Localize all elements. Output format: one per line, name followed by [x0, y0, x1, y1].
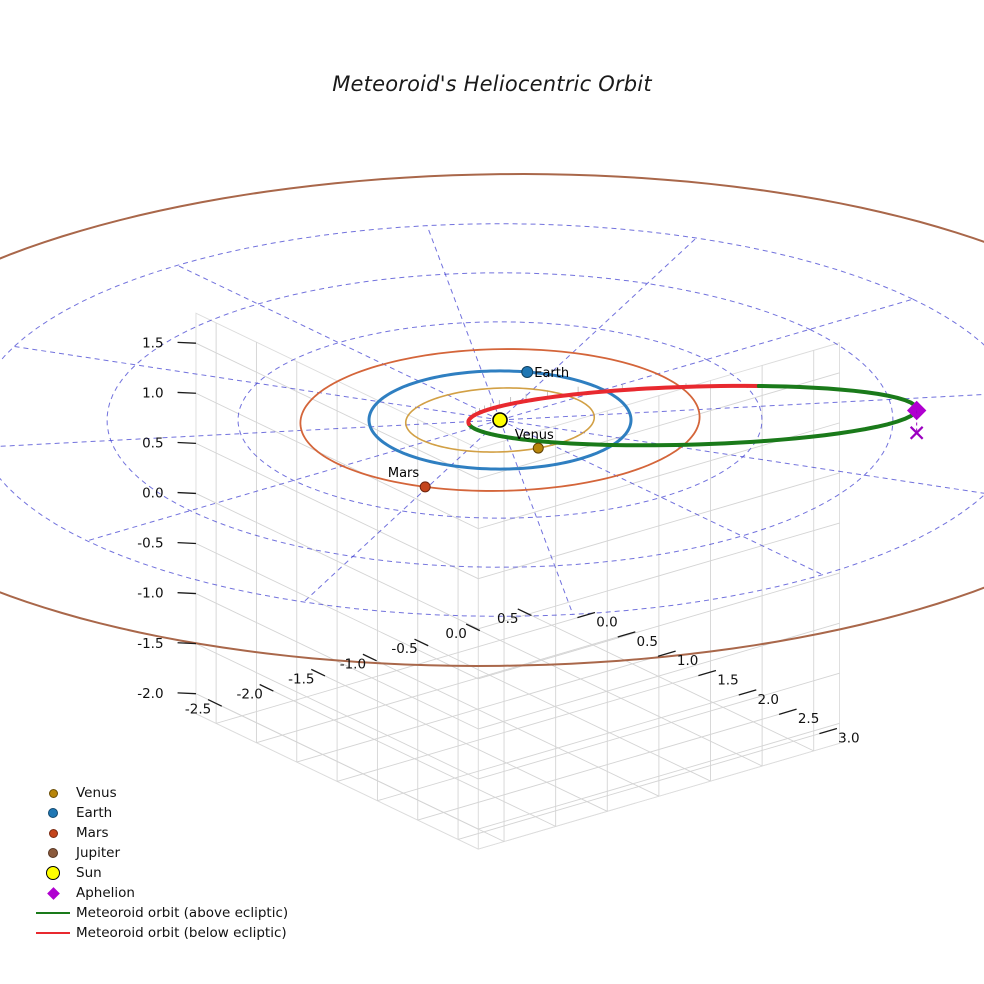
axis-ticks: -2.5 -2.0 -1.5 -1.0 -0.5 0.0 0.5 0.0 0.5 1.0 1.5 2.… — [137, 335, 859, 746]
meteoroid-orbit — [466, 383, 919, 448]
legend-item-meteoroid-orbit-above-ecliptic[interactable]: Meteoroid orbit (above ecliptic) — [30, 903, 288, 923]
mars-marker[interactable] — [419, 481, 431, 493]
z-tick-label: 0.5 — [142, 436, 163, 452]
legend-item-label: Aphelion — [76, 885, 135, 901]
meteoroid-arc-below-ecliptic — [466, 383, 761, 423]
y-tick-label: 1.0 — [677, 653, 698, 669]
legend-marker-diamond-icon — [30, 886, 76, 900]
x-tick-label: -2.5 — [185, 702, 211, 718]
x-tick-label: -1.5 — [288, 671, 314, 687]
z-tick-label: -0.5 — [137, 536, 163, 552]
label-venus: Venus — [515, 428, 554, 443]
legend-dot-swatch — [48, 808, 58, 818]
legend-item-meteoroid-orbit-below-ecliptic[interactable]: Meteoroid orbit (below ecliptic) — [30, 923, 288, 943]
meteoroid-arc-below-ecliptic — [466, 418, 471, 427]
z-tick-label: 0.0 — [142, 486, 163, 502]
legend-dot-swatch — [48, 848, 58, 858]
y-tick-label: 1.5 — [717, 673, 738, 689]
body-labels: Mars Venus Earth — [388, 366, 569, 481]
body-markers — [419, 365, 927, 493]
z-tick-label: -2.0 — [137, 686, 163, 702]
legend-item-sun[interactable]: Sun — [30, 863, 288, 883]
legend-line-swatch — [36, 912, 70, 914]
z-tick-label: 1.0 — [142, 385, 163, 401]
y-tick-label: 2.5 — [798, 711, 819, 727]
legend-marker-circle-icon — [30, 808, 76, 818]
legend-item-aphelion[interactable]: Aphelion — [30, 883, 288, 903]
legend-item-venus[interactable]: Venus — [30, 783, 288, 803]
legend-item-mars[interactable]: Mars — [30, 823, 288, 843]
legend-item-label: Mars — [76, 825, 109, 841]
z-tick-label: -1.5 — [137, 636, 163, 652]
x-tick-label: -0.5 — [391, 641, 417, 657]
legend-dot-swatch — [46, 866, 60, 880]
legend-marker-circle-icon — [30, 788, 76, 798]
legend-item-jupiter[interactable]: Jupiter — [30, 843, 288, 863]
legend-item-label: Meteoroid orbit (below ecliptic) — [76, 925, 287, 941]
page-title: Meteoroid's Heliocentric Orbit — [332, 72, 652, 96]
label-earth: Earth — [534, 366, 569, 381]
z-tick-label: -1.0 — [137, 586, 163, 602]
venus-marker[interactable] — [532, 442, 544, 454]
x-tick-label: 0.0 — [445, 626, 466, 642]
x-tick-label: -2.0 — [236, 686, 262, 702]
aphelion-projection-x-icon — [909, 426, 924, 440]
legend-item-label: Jupiter — [76, 845, 121, 861]
y-tick-label: 2.0 — [758, 692, 779, 708]
y-tick-label: 0.5 — [637, 634, 658, 650]
legend-marker-circle-icon — [30, 866, 76, 880]
legend-diamond-swatch — [46, 886, 60, 900]
legend-dot-swatch — [48, 788, 58, 798]
legend-marker-circle-icon — [30, 848, 76, 858]
legend-item-label: Meteoroid orbit (above ecliptic) — [76, 905, 289, 921]
earth-marker[interactable] — [521, 365, 534, 378]
orbit-jupiter — [0, 173, 984, 667]
meteoroid-arc-above-ecliptic — [466, 383, 919, 448]
x-tick-label: -1.0 — [340, 656, 366, 672]
label-mars: Mars — [388, 466, 420, 481]
x-tick-label: 0.5 — [497, 611, 518, 627]
legend-item-earth[interactable]: Earth — [30, 803, 288, 823]
legend-item-label: Earth — [76, 805, 113, 821]
legend-dot-swatch — [48, 828, 58, 838]
polar-grid — [0, 223, 984, 617]
legend-marker-line-icon — [30, 912, 76, 914]
orbit-venus — [404, 387, 596, 453]
legend-marker-line-icon — [30, 932, 76, 934]
sun-marker[interactable] — [492, 412, 508, 428]
legend-item-label: Venus — [76, 785, 117, 801]
y-tick-label: 3.0 — [838, 731, 859, 747]
orbit-earth — [367, 369, 633, 471]
legend-item-label: Sun — [76, 865, 102, 881]
legend: Venus Earth Mars Jupiter Sun Aphelion Meteoroi… — [30, 783, 288, 943]
legend-marker-circle-icon — [30, 828, 76, 838]
z-tick-label: 1.5 — [142, 335, 163, 351]
legend-line-swatch — [36, 932, 70, 934]
y-tick-label: 0.0 — [596, 615, 617, 631]
